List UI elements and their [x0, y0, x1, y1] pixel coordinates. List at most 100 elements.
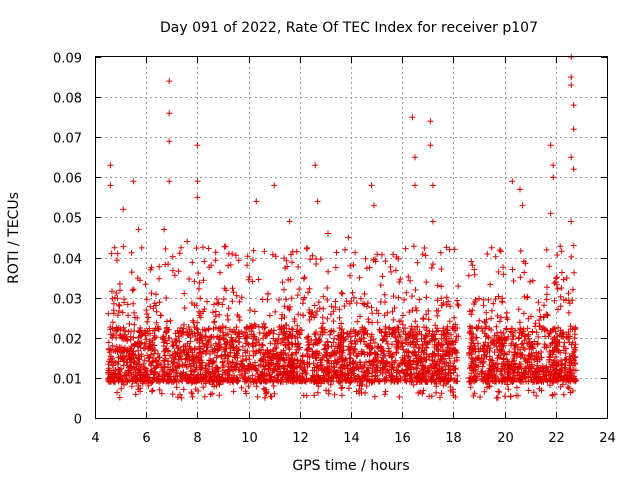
data-point — [525, 387, 532, 394]
data-point — [203, 347, 210, 354]
data-point — [431, 377, 437, 384]
data-point — [346, 385, 352, 392]
data-point — [281, 325, 288, 332]
data-point — [347, 338, 354, 345]
data-point — [510, 332, 516, 339]
data-point — [521, 371, 528, 378]
data-point — [440, 327, 447, 334]
data-point — [204, 344, 211, 351]
data-point — [212, 313, 219, 320]
data-point — [408, 370, 415, 377]
data-point — [400, 312, 407, 319]
data-point — [409, 293, 416, 300]
data-point — [486, 383, 493, 390]
data-point — [263, 389, 270, 396]
data-point — [130, 178, 137, 185]
data-point — [423, 345, 430, 351]
data-point — [229, 358, 236, 365]
data-point — [216, 336, 223, 343]
data-point — [325, 230, 331, 237]
data-point — [324, 343, 331, 350]
data-point — [473, 334, 479, 341]
data-point — [147, 330, 153, 337]
data-point — [338, 385, 345, 392]
data-point — [236, 317, 243, 324]
data-point — [290, 361, 297, 368]
data-point — [401, 357, 408, 364]
data-point — [152, 369, 158, 376]
data-point — [189, 353, 196, 360]
data-point — [272, 337, 279, 344]
data-point — [218, 353, 225, 360]
data-point — [311, 302, 318, 309]
data-point — [234, 312, 241, 318]
data-point — [425, 368, 432, 375]
data-point — [370, 361, 377, 368]
data-point — [255, 373, 262, 380]
data-point — [213, 382, 220, 389]
data-point — [446, 377, 453, 384]
data-point — [216, 325, 223, 332]
data-point — [491, 332, 498, 339]
data-point — [180, 369, 187, 376]
x-tick-label: 6 — [142, 431, 150, 446]
data-point — [193, 302, 200, 309]
data-point — [260, 385, 267, 392]
data-point — [286, 345, 292, 351]
data-point — [340, 343, 347, 350]
data-point — [260, 353, 267, 360]
data-point — [567, 300, 573, 307]
data-point — [316, 350, 323, 357]
data-point — [357, 295, 364, 302]
data-point — [513, 384, 520, 391]
data-point — [349, 289, 356, 296]
data-point — [564, 384, 571, 390]
data-point — [224, 352, 231, 359]
data-point — [567, 366, 574, 373]
data-point — [535, 299, 542, 306]
data-point — [315, 376, 322, 383]
data-point — [222, 369, 229, 376]
data-point — [350, 349, 357, 356]
data-point — [381, 391, 388, 398]
data-point — [508, 378, 515, 385]
data-point — [450, 363, 457, 369]
data-point — [365, 319, 372, 325]
data-point — [271, 182, 278, 189]
data-point — [366, 264, 373, 271]
data-points — [104, 54, 579, 401]
data-point — [250, 348, 257, 354]
data-point — [545, 372, 552, 379]
data-point — [153, 358, 160, 365]
data-point — [207, 391, 214, 398]
data-point — [486, 383, 493, 390]
data-point — [541, 326, 548, 333]
data-point — [187, 346, 194, 353]
data-point — [504, 316, 511, 323]
data-point — [166, 138, 173, 145]
data-point — [544, 284, 550, 291]
data-point — [289, 332, 296, 339]
data-point — [299, 353, 306, 360]
data-point — [244, 253, 251, 260]
data-point — [320, 293, 327, 300]
data-point — [340, 356, 347, 363]
data-point — [116, 302, 123, 309]
data-point — [428, 378, 435, 385]
y-tick-label: 0.09 — [53, 52, 82, 67]
data-point — [252, 359, 258, 366]
data-point — [494, 355, 501, 362]
data-point — [475, 348, 482, 355]
data-point — [506, 348, 513, 355]
data-point — [433, 345, 440, 352]
data-point — [191, 278, 198, 285]
data-point — [540, 314, 547, 321]
data-point — [278, 315, 285, 322]
data-point — [550, 336, 557, 343]
data-point — [116, 344, 123, 351]
data-point — [338, 289, 345, 296]
data-point — [376, 378, 383, 385]
data-point — [189, 317, 196, 324]
data-point — [307, 310, 314, 317]
data-point — [267, 393, 274, 400]
